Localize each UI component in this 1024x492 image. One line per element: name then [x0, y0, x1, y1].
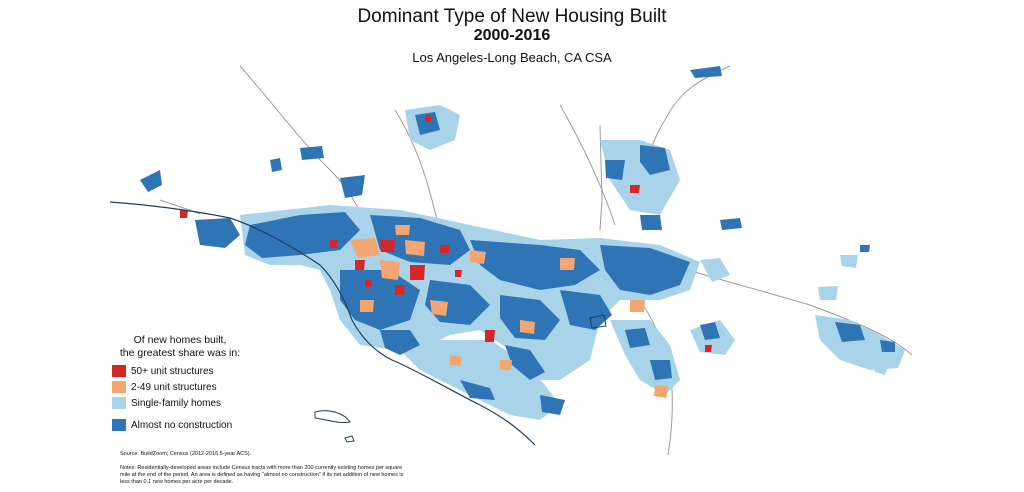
legend-label-50plus: 50+ unit structures: [131, 365, 214, 377]
islands: [314, 314, 607, 443]
legend-item-no-construction: Almost no construction: [112, 418, 292, 432]
legend-label-single-family: Single-family homes: [131, 397, 222, 409]
source-note: Source: BuildZoom; Census (2012-2016 5-y…: [120, 451, 252, 457]
legend-heading-2: the greatest share was in:: [119, 347, 241, 359]
mid-density-areas: [350, 225, 668, 398]
small-island: [344, 435, 355, 443]
legend-label-2-49: 2-49 unit structures: [131, 381, 217, 393]
legend-item-single-family: Single-family homes: [112, 396, 292, 410]
catalina-island: [314, 410, 351, 423]
highway-northeast: [599, 124, 603, 231]
highway-sb: [159, 199, 201, 215]
map-region: Los Angeles-Long Beach, CA CSA: [412, 50, 612, 65]
methodology-notes: Notes: Residentially-developed areas inc…: [120, 465, 404, 485]
legend-swatch-2-49: [112, 381, 126, 393]
highway-i15: [639, 299, 673, 456]
inland-lake: [589, 314, 607, 329]
legend-swatch-no-construction: [112, 419, 126, 431]
legend-label-no-construction: Almost no construction: [131, 419, 233, 431]
highway-north-1: [239, 65, 361, 213]
map-subtitle: 2000-2016: [473, 27, 551, 44]
legend-heading-1: Of new homes built,: [133, 334, 227, 346]
legend-item-50plus: 50+ unit structures: [112, 364, 292, 378]
no-construction-areas: [140, 66, 895, 415]
highway-east-2: [559, 104, 616, 226]
coastline: [109, 201, 536, 446]
legend-swatch-single-family: [112, 397, 126, 409]
legend-swatch-50plus: [112, 365, 126, 377]
map-title: Dominant Type of New Housing Built: [357, 6, 667, 27]
legend-item-2-49: 2-49 unit structures: [112, 380, 292, 394]
map-legend: Of new homes built, the greatest share w…: [112, 334, 292, 432]
high-density-areas: [180, 115, 712, 352]
